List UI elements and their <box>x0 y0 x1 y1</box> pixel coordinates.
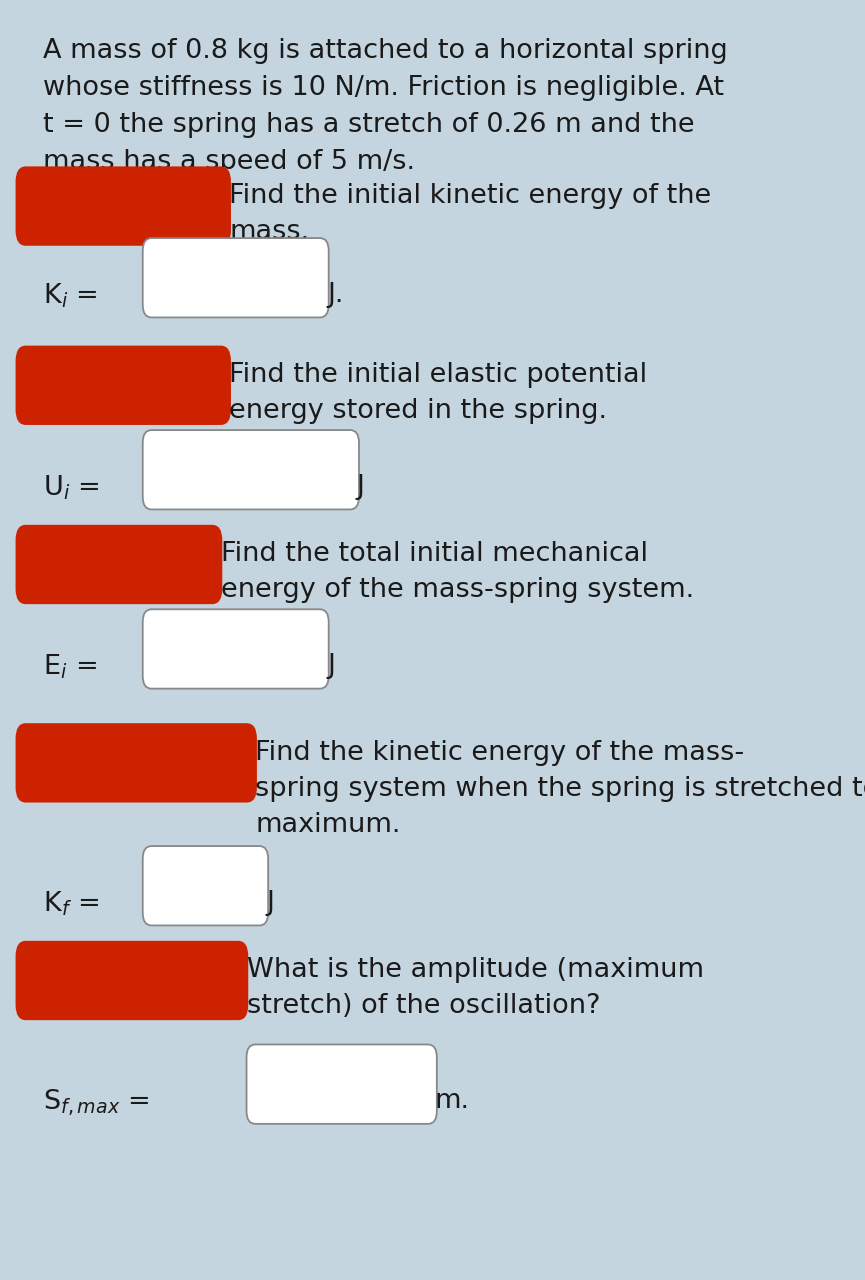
FancyBboxPatch shape <box>16 723 257 803</box>
Text: K$_i$ =: K$_i$ = <box>43 282 98 310</box>
FancyBboxPatch shape <box>247 1044 437 1124</box>
FancyBboxPatch shape <box>143 609 329 689</box>
Text: Find the initial kinetic energy of the
mass.: Find the initial kinetic energy of the m… <box>229 183 712 244</box>
Text: Find the initial elastic potential
energy stored in the spring.: Find the initial elastic potential energ… <box>229 362 647 424</box>
Text: What is the amplitude (maximum
stretch) of the oscillation?: What is the amplitude (maximum stretch) … <box>247 957 703 1019</box>
FancyBboxPatch shape <box>16 166 231 246</box>
FancyBboxPatch shape <box>143 846 268 925</box>
FancyBboxPatch shape <box>16 941 248 1020</box>
Text: E$_i$ =: E$_i$ = <box>43 653 97 681</box>
Text: J: J <box>266 890 274 915</box>
Text: J: J <box>356 474 364 499</box>
Text: A mass of 0.8 kg is attached to a horizontal spring
whose stiffness is 10 N/m. F: A mass of 0.8 kg is attached to a horizo… <box>43 38 728 175</box>
FancyBboxPatch shape <box>143 238 329 317</box>
Text: K$_f$ =: K$_f$ = <box>43 890 99 918</box>
Text: Find the total initial mechanical
energy of the mass-spring system.: Find the total initial mechanical energy… <box>221 541 694 603</box>
Text: S$_{f,max}$ =: S$_{f,max}$ = <box>43 1088 150 1119</box>
Text: U$_i$ =: U$_i$ = <box>43 474 99 502</box>
Text: J.: J. <box>327 282 343 307</box>
Text: m.: m. <box>434 1088 469 1114</box>
FancyBboxPatch shape <box>143 430 359 509</box>
FancyBboxPatch shape <box>16 525 222 604</box>
Text: Find the kinetic energy of the mass-
spring system when the spring is stretched : Find the kinetic energy of the mass- spr… <box>255 740 865 838</box>
Text: J: J <box>327 653 335 678</box>
FancyBboxPatch shape <box>16 346 231 425</box>
